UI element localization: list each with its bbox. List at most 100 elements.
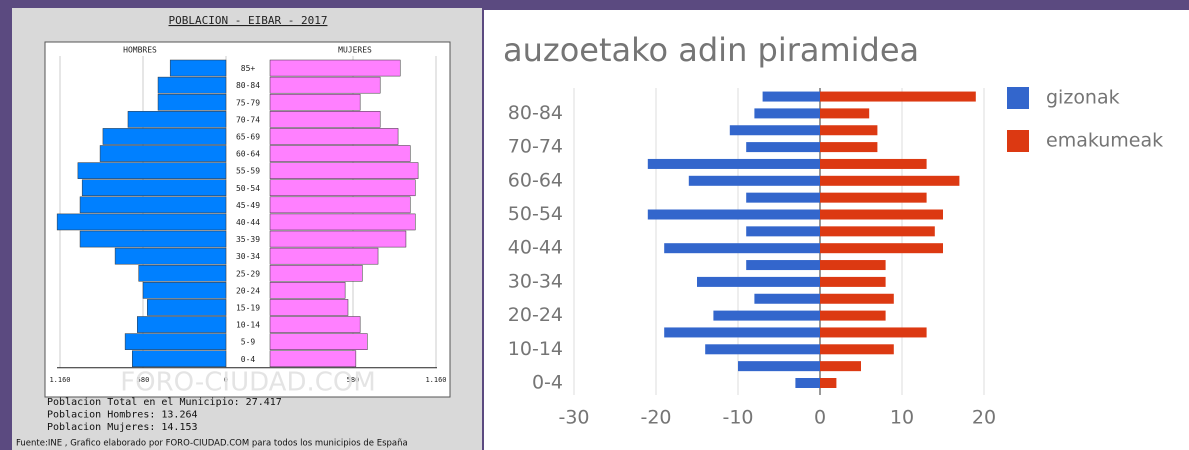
age-label: 80-84: [236, 81, 260, 90]
bar: [269, 213, 416, 231]
bar: [820, 327, 927, 338]
bar: [820, 378, 837, 388]
age-label: 5-9: [241, 338, 256, 347]
bar: [269, 93, 361, 111]
x-tick-label: 0: [814, 407, 826, 429]
bar: [820, 91, 976, 102]
chart-title: auzoetako adin piramidea: [503, 31, 919, 69]
bar: [664, 327, 820, 338]
bar: [99, 145, 227, 162]
age-label: 75-79: [236, 98, 260, 107]
bar: [754, 293, 820, 304]
bar: [269, 76, 381, 94]
bar: [56, 213, 227, 231]
bar: [269, 247, 379, 265]
bar: [269, 59, 401, 77]
bar: [269, 282, 346, 299]
series-header: MUJERES: [338, 46, 372, 55]
age-label: 45-49: [236, 201, 260, 210]
x-tick-label: 580: [347, 376, 360, 384]
bar: [820, 226, 935, 237]
bar: [269, 230, 407, 248]
bar: [114, 247, 227, 265]
bar: [269, 264, 363, 282]
y-tick-label: 10-14: [508, 338, 563, 360]
bar: [762, 91, 820, 102]
note: Poblacion Hombres: 13.264: [47, 410, 198, 421]
bar: [127, 111, 227, 128]
bar: [157, 93, 227, 111]
bar: [754, 108, 820, 119]
x-tick-label: -30: [558, 407, 589, 429]
bar: [647, 158, 820, 169]
bar: [269, 111, 381, 128]
y-tick-label: 70-74: [508, 136, 563, 158]
bar: [820, 293, 894, 304]
bar: [137, 316, 227, 333]
legend-swatch: [1007, 87, 1029, 109]
note: Poblacion Mujeres: 14.153: [47, 422, 198, 433]
legend-label: emakumeak: [1046, 130, 1163, 152]
bar: [738, 361, 820, 372]
x-tick-label: -20: [640, 407, 671, 429]
bar: [79, 230, 227, 248]
bar: [147, 299, 227, 316]
bar: [746, 142, 820, 153]
age-label: 40-44: [236, 218, 260, 227]
bar: [269, 316, 361, 333]
bar: [157, 76, 227, 94]
age-label: 0-4: [241, 355, 256, 364]
source: Fuente:INE , Grafico elaborado por FORO-…: [16, 439, 408, 449]
bar: [132, 350, 227, 368]
age-label: 35-39: [236, 235, 260, 244]
y-tick-label: 80-84: [508, 102, 563, 124]
y-tick-label: 40-44: [508, 237, 563, 259]
note: Poblacion Total en el Municipio: 27.417: [47, 397, 282, 408]
bar: [820, 108, 870, 119]
bar: [142, 282, 227, 299]
x-tick-label: 580: [137, 376, 150, 384]
bar: [746, 226, 820, 237]
age-label: 60-64: [236, 150, 260, 159]
age-label: 25-29: [236, 269, 260, 278]
bar: [713, 310, 820, 321]
bar: [820, 361, 861, 372]
bar: [138, 264, 227, 282]
y-tick-label: 30-34: [508, 270, 563, 292]
bar: [820, 175, 960, 186]
bar: [124, 333, 227, 350]
x-tick-label: 0: [224, 376, 228, 384]
y-tick-label: 0-4: [532, 372, 563, 394]
bar: [820, 260, 886, 271]
bar: [647, 209, 820, 220]
bar: [269, 196, 411, 214]
y-tick-label: 60-64: [508, 169, 563, 191]
bar: [820, 142, 878, 153]
age-label: 70-74: [236, 115, 260, 124]
age-label: 20-24: [236, 286, 260, 295]
age-label: 10-14: [236, 321, 260, 330]
bar: [795, 378, 820, 388]
x-tick-label: 10: [890, 407, 914, 429]
watermark: FORO-CIUDAD.COM: [120, 368, 376, 398]
bar: [820, 125, 878, 136]
bar: [169, 59, 227, 77]
chart-title: POBLACION - EIBAR - 2017: [169, 14, 328, 27]
bar: [269, 333, 368, 350]
age-label: 85+: [241, 64, 256, 73]
x-tick-label: 20: [972, 407, 996, 429]
bar: [269, 128, 399, 145]
x-tick-label: -10: [722, 407, 753, 429]
y-tick-label: 20-24: [508, 304, 563, 326]
bar: [269, 145, 411, 162]
y-tick-label: 50-54: [508, 203, 563, 225]
legend-swatch: [1007, 130, 1029, 152]
x-tick-label: 1.160: [425, 376, 446, 384]
bar: [697, 276, 820, 287]
bar: [688, 175, 820, 186]
bar: [746, 260, 820, 271]
bar: [102, 128, 227, 145]
bar: [746, 192, 820, 203]
series-header: HOMBRES: [123, 46, 157, 55]
